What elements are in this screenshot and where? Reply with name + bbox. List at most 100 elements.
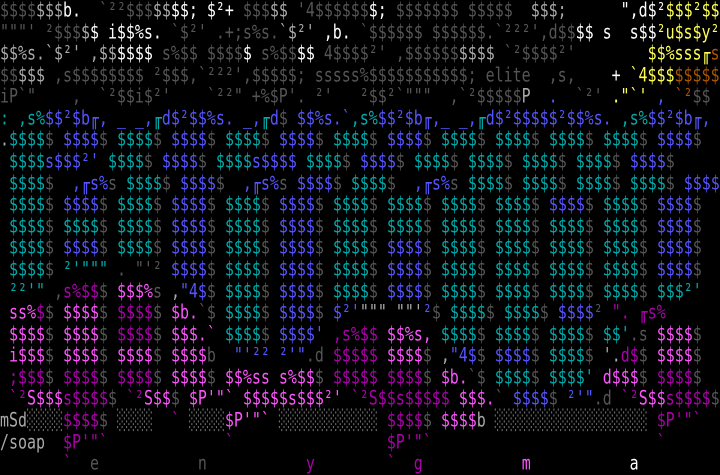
- ansi-segment: $$$$: [170, 257, 207, 281]
- ansi-segment: $$$$: [656, 235, 693, 259]
- ansi-segment: ²'""": [62, 257, 108, 281]
- ansi-segment: /soap: [0, 429, 63, 454]
- ansi-segment: ",d$²: [620, 0, 666, 22]
- ansi-row: ²²'" ,s%$$$ $$$%s ,"4$$ $$$$$ $$$$$ $$$$…: [0, 277, 720, 305]
- ansi-segment: b: [476, 408, 495, 432]
- ansi-segment: $: [638, 343, 657, 367]
- ansi-segment: .d: [593, 386, 621, 410]
- ansi-row: $$$$$ ²'""" . "'² $$$$$ $$$$$ $$$$$ $$$$…: [0, 256, 720, 284]
- ansi-segment: ²'": [566, 386, 594, 410]
- ansi-segment: $: [98, 343, 117, 367]
- ansi-segment: ²: [422, 300, 432, 324]
- ansi-segment: $: [422, 192, 441, 216]
- ansi-segment: $$$$: [62, 235, 99, 259]
- ansi-segment: $: [206, 278, 225, 302]
- ansi-segment: $$$$: [440, 321, 477, 346]
- ansi-segment: $: [476, 127, 495, 151]
- ansi-segment: $: [98, 278, 117, 302]
- ansi-segment: ,: [440, 343, 450, 367]
- ansi-segment: `: [62, 451, 72, 475]
- ansi-segment: $: [278, 105, 297, 130]
- ansi-segment: b.: [62, 0, 99, 22]
- ansi-segment: $: [152, 213, 171, 238]
- ansi-segment: e: [89, 451, 99, 475]
- ansi-row: i$$$$ $$$$$ $$$$$ $$$$b "'²² ²'".d $$$$$…: [0, 342, 720, 370]
- ansi-segment: $$$$: [9, 149, 45, 173]
- ansi-segment: $$$$: [494, 213, 531, 238]
- ansi-segment: s%$$: [62, 278, 99, 302]
- ansi-segment: $: [665, 149, 675, 173]
- ansi-segment: $: [314, 364, 333, 389]
- ansi-segment: $$$$: [62, 364, 99, 389]
- ansi-segment: $: [476, 343, 495, 367]
- ansi-segment: $: [530, 321, 549, 346]
- ansi-segment: $$$$: [548, 127, 585, 151]
- ansi-segment: $$$$: [170, 235, 207, 259]
- ansi-segment: $: [530, 278, 549, 302]
- ansi-segment: $$$$: [512, 386, 549, 410]
- ansi-segment: $: [584, 192, 603, 216]
- ansi-segment: $: [368, 213, 387, 238]
- ansi-segment: `: [224, 429, 234, 454]
- ansi-segment: $$$;: [530, 0, 621, 22]
- ansi-segment: $$$$: [332, 278, 369, 302]
- ansi-segment: $$$$: [9, 127, 45, 151]
- ansi-segment: $$$$$$$ $$$$$: [395, 0, 531, 22]
- ansi-segment: $$s$$$$$: [377, 386, 459, 410]
- ansi-segment: $: [476, 235, 495, 259]
- ansi-segment: d$: [620, 343, 639, 367]
- ansi-segment: s: [278, 170, 297, 195]
- ansi-segment: n: [197, 451, 207, 475]
- ansi-segment: $$$$: [332, 127, 369, 151]
- ansi-segment: $: [530, 257, 549, 281]
- ansi-segment: $$$$: [440, 192, 477, 216]
- ansi-segment: $$$$: [9, 257, 45, 281]
- ansi-segment: $: [584, 321, 603, 346]
- ansi-segment: `$²' .+;s%s.: [170, 19, 279, 44]
- ansi-row: : ,s%$$²$b╓, _ _,╓d$²$$%s. _,╓d$ $$%s.`,…: [0, 105, 720, 133]
- ansi-segment: d$²$$%s. _,: [161, 105, 261, 130]
- ansi-segment: $: [260, 278, 279, 302]
- ansi-segment: $: [206, 364, 225, 389]
- ansi-segment: $$$.`: [170, 321, 216, 346]
- ansi-segment: $: [485, 300, 504, 324]
- ansi-segment: d$$$: [602, 364, 639, 389]
- ansi-segment: $$%s.`$²' ,$$: [0, 41, 117, 65]
- ansi-segment: $: [503, 170, 522, 195]
- ansi-segment: $: [422, 408, 441, 432]
- ansi-segment: $$$$: [116, 41, 162, 65]
- ansi-row: $$$$$ $$$$$ $$$$$ $$$$$ $$$$$ $$$$$ $$$$…: [0, 191, 720, 219]
- ansi-segment: s$$$²': [44, 149, 108, 173]
- ansi-segment: $: [98, 321, 117, 346]
- ansi-segment: $: [80, 19, 90, 44]
- ansi-segment: P: [521, 84, 531, 108]
- ansi-segment: ░░░░░░░░░░░░░░░░░: [494, 408, 648, 432]
- ansi-segment: $: [395, 149, 414, 173]
- ansi-segment: $$; $²+: [170, 0, 243, 22]
- ansi-segment: $$$$: [278, 257, 315, 281]
- ansi-segment: $P'"`: [386, 429, 432, 454]
- ansi-segment: ░░░░: [116, 408, 153, 432]
- ansi-segment: $: [152, 321, 171, 346]
- ansi-segment: `$: [467, 364, 495, 389]
- ansi-segment: $$$$: [521, 170, 558, 195]
- ansi-segment: $$$$: [278, 192, 315, 216]
- ansi-segment: $$$$: [494, 321, 531, 346]
- ansi-segment: $: [206, 192, 225, 216]
- ansi-segment: $: [611, 149, 630, 173]
- ansi-segment: ss%: [0, 300, 36, 324]
- ansi-segment: d: [269, 105, 279, 130]
- ansi-segment: $$$$: [602, 278, 639, 302]
- ansi-segment: $$$$: [332, 235, 369, 259]
- ansi-segment: $: [611, 170, 630, 195]
- ansi-segment: $$$$: [62, 300, 99, 324]
- ansi-segment: $: [422, 127, 441, 151]
- ansi-segment: `4$$$: [629, 62, 675, 87]
- ansi-segment: $$$$$: [332, 364, 387, 389]
- ansi-segment: $$: [359, 343, 387, 367]
- ansi-segment: $: [44, 192, 63, 216]
- ansi-segment: s: [107, 170, 126, 195]
- ansi-segment: $: [476, 278, 495, 302]
- ansi-segment: $: [44, 300, 63, 324]
- ansi-segment: $$$$: [62, 213, 99, 238]
